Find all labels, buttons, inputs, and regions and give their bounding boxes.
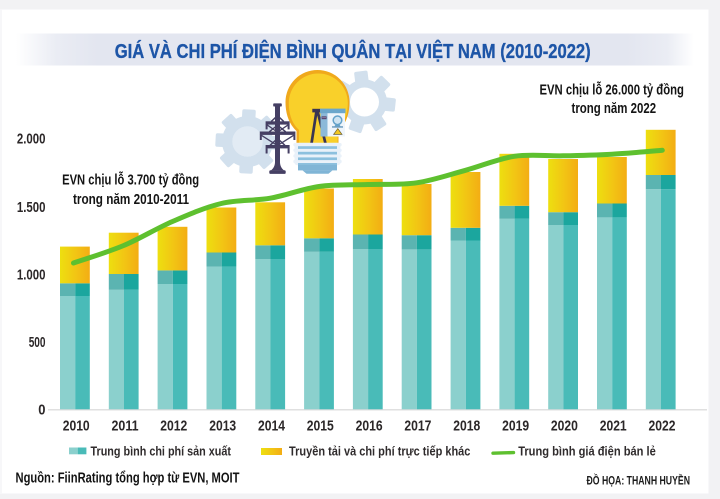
svg-text:GIÁ VÀ CHI PHÍ ĐIỆN BÌNH QUÂN: GIÁ VÀ CHI PHÍ ĐIỆN BÌNH QUÂN TẠI VIỆT N… (115, 39, 591, 63)
svg-text:1.500: 1.500 (17, 199, 46, 216)
svg-text:EVN chịu lỗ 26.000 tỷ đồng: EVN chịu lỗ 26.000 tỷ đồng (539, 82, 684, 99)
svg-text:2022: 2022 (649, 418, 676, 435)
svg-text:2010: 2010 (63, 418, 90, 435)
svg-text:500: 500 (29, 334, 46, 351)
svg-text:2015: 2015 (307, 418, 334, 435)
svg-text:2020: 2020 (551, 418, 578, 435)
svg-text:Trung bình chi phí sản xuất: Trung bình chi phí sản xuất (91, 445, 232, 459)
svg-text:1.000: 1.000 (17, 266, 46, 283)
svg-text:Truyền tải và chi phí trực tiế: Truyền tải và chi phí trực tiếp khác (289, 445, 470, 459)
svg-text:2014: 2014 (258, 418, 286, 435)
svg-text:EVN chịu lỗ 3.700 tỷ đồng: EVN chịu lỗ 3.700 tỷ đồng (62, 172, 199, 189)
svg-text:2012: 2012 (160, 418, 187, 435)
svg-text:ĐỒ HỌA: THANH HUYỀN: ĐỒ HỌA: THANH HUYỀN (587, 474, 691, 487)
svg-text:Trung bình giá điện bán lẻ: Trung bình giá điện bán lẻ (518, 445, 656, 459)
svg-text:2011: 2011 (112, 418, 139, 435)
svg-text:0: 0 (38, 401, 45, 418)
svg-text:2013: 2013 (209, 418, 236, 435)
svg-text:trong năm 2010-2011: trong năm 2010-2011 (73, 192, 189, 208)
svg-text:2.000: 2.000 (17, 130, 46, 147)
svg-text:trong năm 2022: trong năm 2022 (572, 101, 657, 117)
svg-text:2016: 2016 (356, 418, 383, 435)
svg-text:2017: 2017 (404, 418, 431, 435)
svg-text:2019: 2019 (502, 418, 529, 435)
svg-text:2018: 2018 (453, 418, 480, 435)
svg-text:2021: 2021 (600, 418, 627, 435)
svg-text:Nguồn: FiinRating tổng hợp từ: Nguồn: FiinRating tổng hợp từ EVN, MOIT (16, 471, 240, 487)
